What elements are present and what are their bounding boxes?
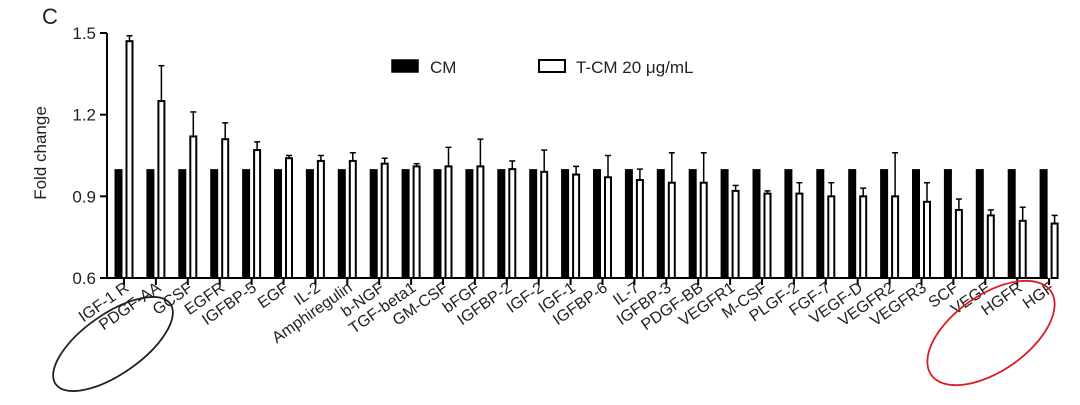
bar-tcm bbox=[285, 157, 293, 280]
bar-tcm bbox=[125, 40, 134, 279]
bar-tcm bbox=[348, 159, 357, 279]
bar-tcm bbox=[412, 165, 421, 279]
x-tick-label: EGF bbox=[255, 279, 292, 312]
highlight-ellipse-left bbox=[52, 296, 174, 392]
y-axis-label: Fold change bbox=[31, 106, 50, 200]
bar-tcm bbox=[954, 208, 963, 279]
x-tick-label: HGF bbox=[1020, 279, 1058, 312]
bar-cm bbox=[274, 169, 282, 278]
bar-tcm bbox=[859, 195, 868, 279]
legend-swatch-tcm bbox=[538, 59, 566, 73]
bar-cm bbox=[433, 169, 442, 278]
bar-cm bbox=[656, 169, 665, 278]
bar-cm bbox=[465, 169, 474, 278]
bar-cm bbox=[943, 169, 952, 278]
bar-tcm bbox=[540, 170, 549, 279]
bar-cm bbox=[146, 169, 155, 278]
bar-tcm bbox=[827, 195, 836, 279]
bar-tcm bbox=[923, 200, 931, 279]
bar-cm bbox=[242, 169, 251, 278]
bar-tcm bbox=[253, 149, 262, 279]
bar-cm bbox=[912, 169, 920, 278]
bar-cm bbox=[720, 169, 729, 278]
bar-cm bbox=[210, 169, 219, 278]
bar-cm bbox=[624, 169, 633, 278]
bar-cm bbox=[848, 169, 857, 278]
bar-cm bbox=[593, 169, 601, 278]
bar-tcm bbox=[444, 165, 453, 279]
legend: CM T-CM 20 μg/mL bbox=[391, 58, 694, 77]
bar-tcm bbox=[891, 195, 900, 279]
bar-cm bbox=[752, 169, 761, 278]
bar-cm bbox=[114, 169, 123, 278]
legend-swatch-cm bbox=[391, 59, 419, 73]
bar-tcm bbox=[221, 138, 230, 279]
legend-label-tcm: T-CM 20 μg/mL bbox=[576, 58, 694, 77]
bar-tcm bbox=[380, 162, 389, 280]
bar-cm bbox=[561, 169, 570, 278]
bar-cm bbox=[369, 169, 378, 278]
bar-tcm bbox=[604, 176, 612, 279]
y-tick-label: 0.9 bbox=[72, 187, 96, 206]
bar-cm bbox=[1007, 169, 1016, 278]
bar-tcm bbox=[635, 179, 644, 279]
bar-cm bbox=[337, 169, 346, 278]
bar-tcm bbox=[763, 192, 772, 279]
bar-cm bbox=[816, 169, 825, 278]
bar-tcm bbox=[476, 165, 485, 279]
bar-tcm bbox=[157, 100, 166, 279]
bar-cm bbox=[529, 169, 538, 278]
bar-tcm bbox=[572, 173, 581, 279]
legend-label-cm: CM bbox=[430, 58, 456, 77]
bar-cm bbox=[880, 169, 889, 278]
bar-tcm bbox=[699, 181, 708, 280]
bar-tcm bbox=[731, 189, 740, 279]
panel-label: C bbox=[42, 4, 58, 29]
bar-tcm bbox=[1050, 222, 1059, 279]
bar-cm bbox=[975, 169, 984, 278]
bar-tcm bbox=[795, 192, 804, 279]
annotations bbox=[52, 279, 1056, 392]
bar-cm bbox=[497, 169, 506, 278]
bar-tcm bbox=[1018, 219, 1027, 279]
bar-tcm bbox=[189, 135, 198, 279]
bar-tcm bbox=[316, 159, 325, 279]
bar-tcm bbox=[986, 214, 995, 279]
y-tick-label: 1.2 bbox=[72, 106, 96, 125]
bar-cm bbox=[401, 169, 410, 278]
bar-cm bbox=[784, 169, 793, 278]
bar-cm bbox=[1039, 169, 1048, 278]
bar-cm bbox=[178, 169, 187, 278]
highlight-ellipse-right bbox=[926, 279, 1056, 387]
bar-tcm bbox=[508, 168, 517, 279]
y-tick-label: 1.5 bbox=[72, 24, 96, 43]
bar-tcm bbox=[667, 181, 676, 280]
y-tick-label: 0.6 bbox=[72, 269, 96, 288]
bar-cm bbox=[305, 169, 314, 278]
bar-cm bbox=[688, 169, 697, 278]
bars bbox=[114, 34, 1059, 285]
